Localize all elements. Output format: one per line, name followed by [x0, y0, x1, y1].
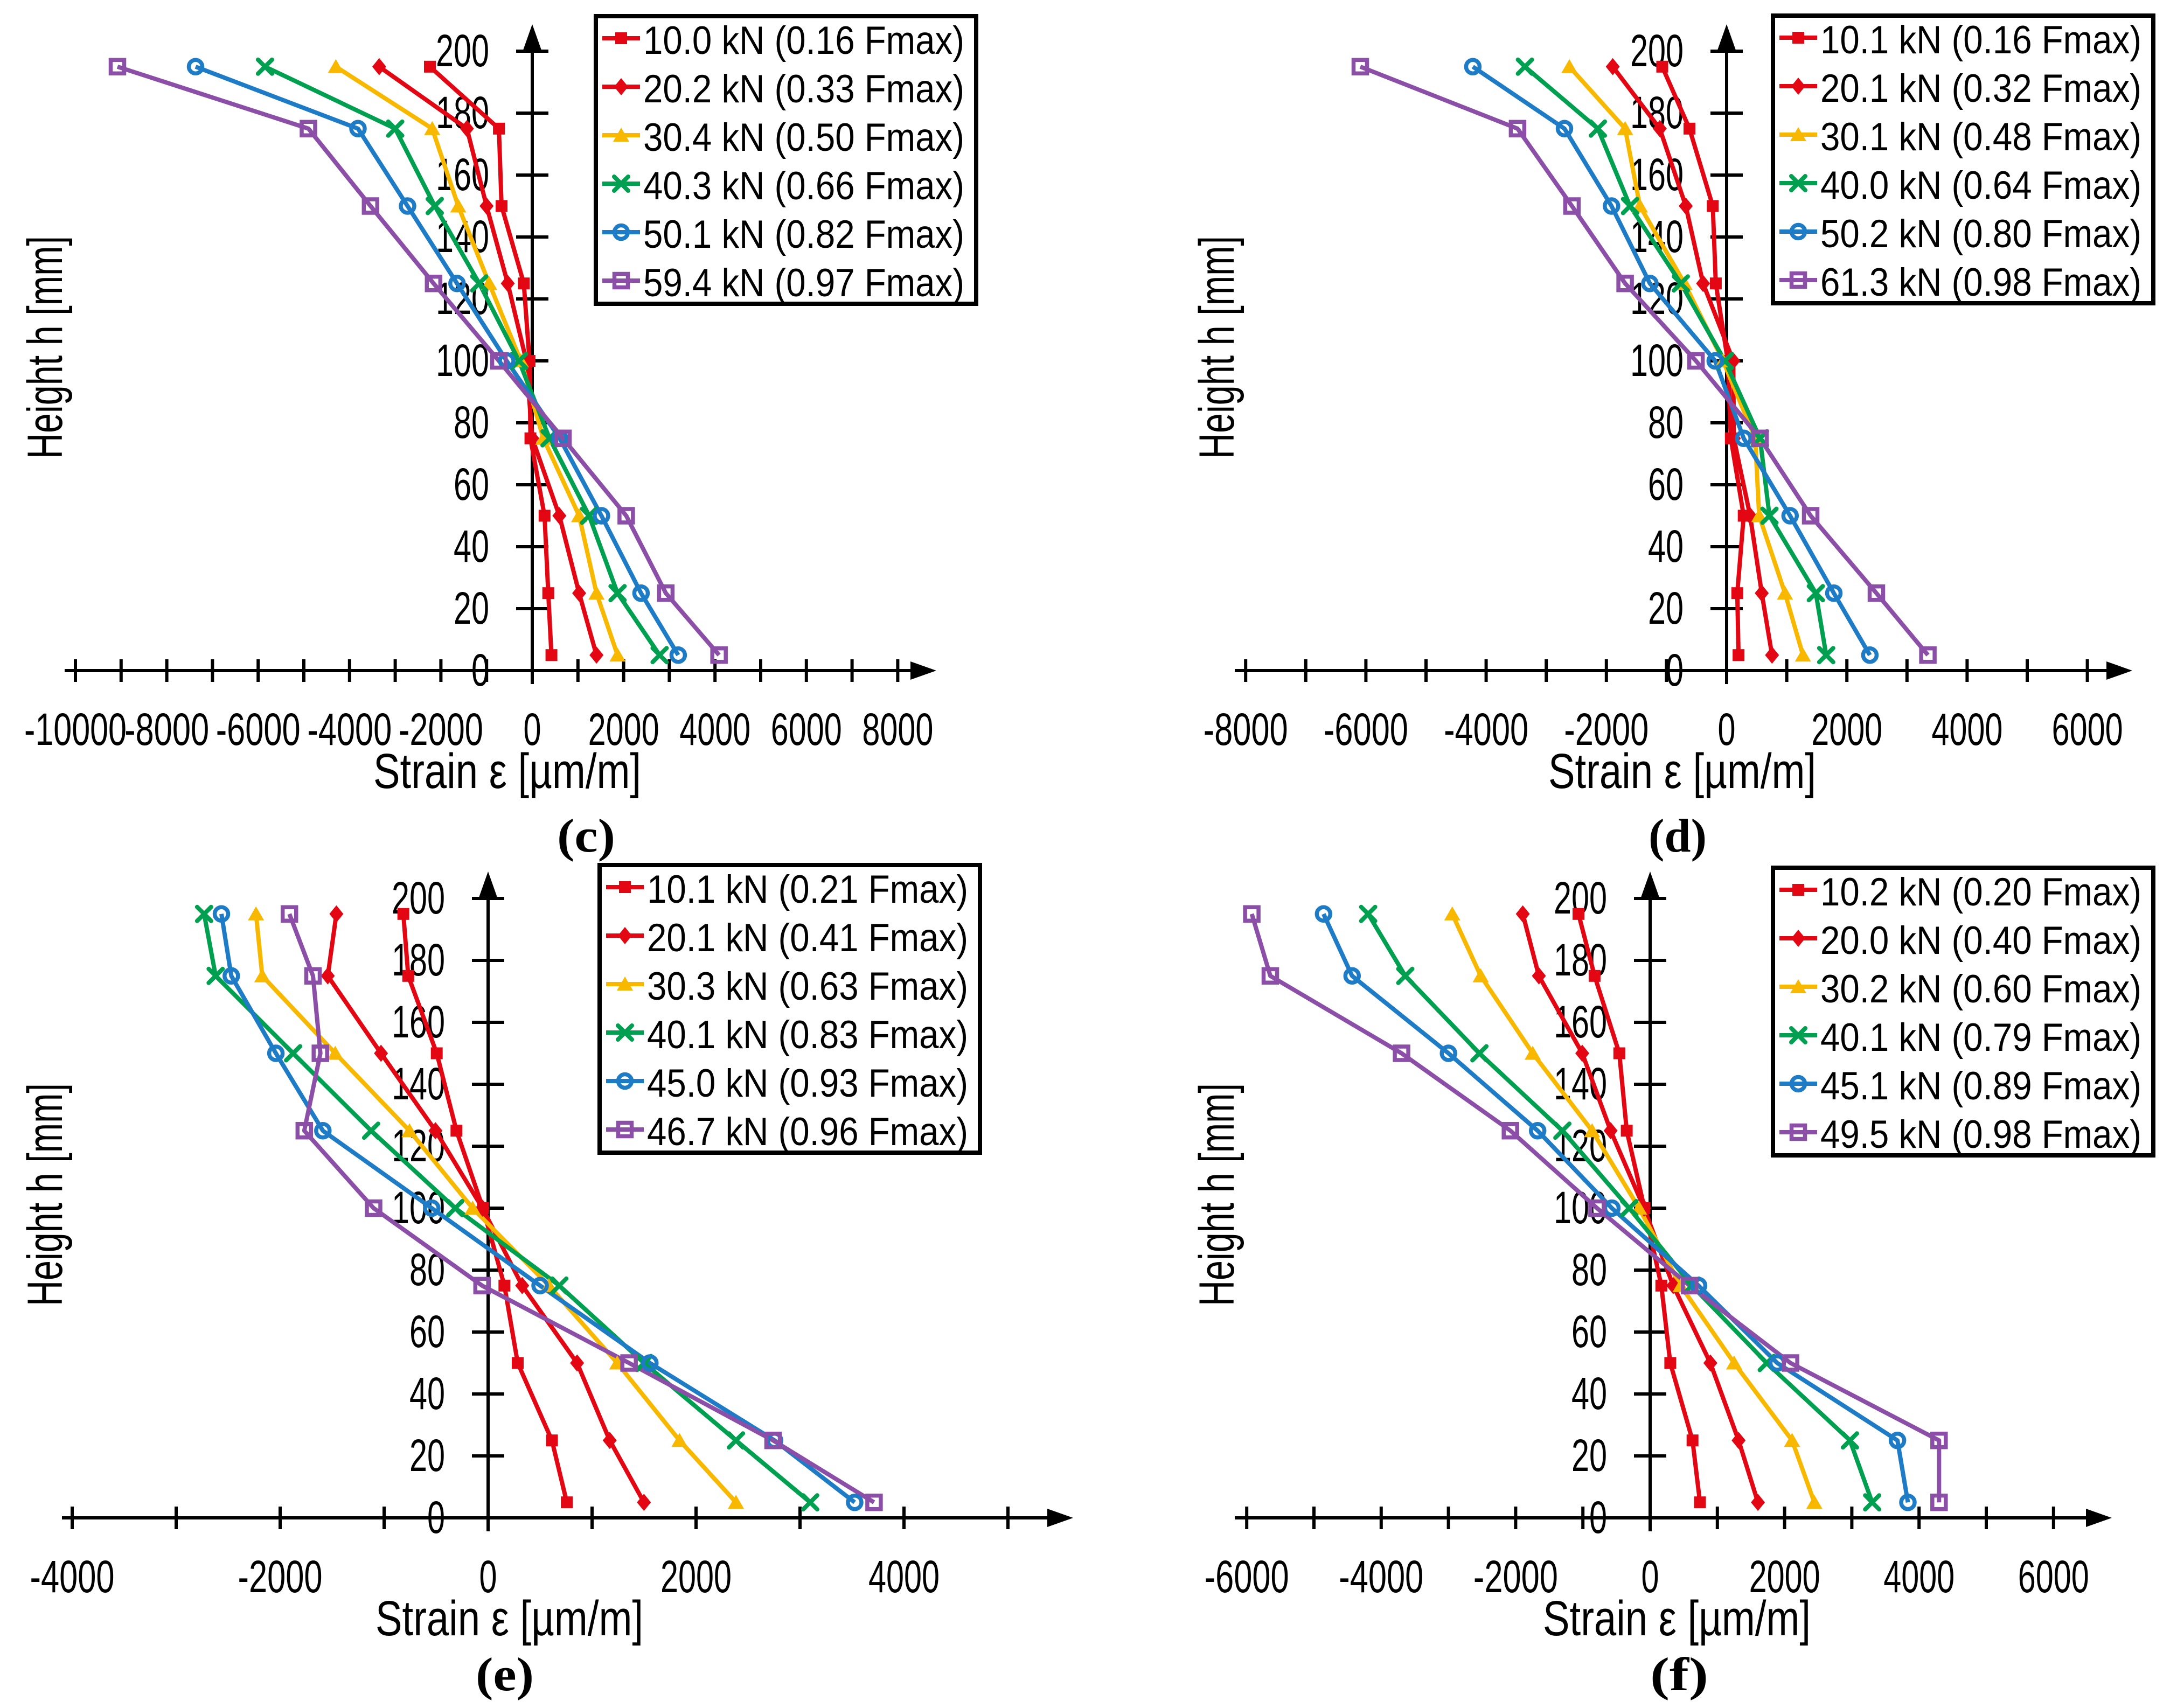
- svg-text:-8000: -8000: [124, 704, 209, 755]
- svg-text:4000: 4000: [1931, 704, 2002, 755]
- svg-text:6000: 6000: [771, 704, 842, 755]
- svg-text:30.3 kN (0.63 Fmax): 30.3 kN (0.63 Fmax): [647, 965, 968, 1008]
- svg-text:10.2 kN (0.20 Fmax): 10.2 kN (0.20 Fmax): [1820, 870, 2141, 914]
- svg-text:80: 80: [1648, 397, 1684, 448]
- svg-text:160: 160: [1554, 996, 1607, 1047]
- svg-text:40: 40: [1571, 1368, 1607, 1419]
- svg-text:50.1 kN (0.82 Fmax): 50.1 kN (0.82 Fmax): [643, 213, 964, 256]
- svg-text:200: 200: [436, 25, 489, 76]
- svg-text:46.7 kN (0.96 Fmax): 46.7 kN (0.96 Fmax): [647, 1110, 968, 1154]
- svg-text:20: 20: [1571, 1430, 1607, 1481]
- svg-text:0: 0: [479, 1551, 497, 1602]
- svg-text:40.1 kN (0.83 Fmax): 40.1 kN (0.83 Fmax): [647, 1013, 968, 1057]
- svg-text:20.1 kN (0.41 Fmax): 20.1 kN (0.41 Fmax): [647, 916, 968, 960]
- svg-text:6000: 6000: [2018, 1551, 2089, 1602]
- svg-text:0: 0: [1718, 704, 1736, 755]
- svg-text:(c): (c): [557, 810, 615, 862]
- svg-text:4000: 4000: [868, 1551, 940, 1602]
- svg-text:-4000: -4000: [30, 1551, 115, 1602]
- svg-text:61.3 kN (0.98 Fmax): 61.3 kN (0.98 Fmax): [1820, 261, 2141, 304]
- svg-text:80: 80: [1571, 1244, 1607, 1295]
- svg-text:20: 20: [454, 583, 489, 633]
- svg-text:40.1 kN (0.79 Fmax): 40.1 kN (0.79 Fmax): [1820, 1016, 2141, 1059]
- svg-text:40: 40: [409, 1368, 445, 1419]
- svg-text:80: 80: [454, 397, 489, 448]
- svg-text:0: 0: [427, 1492, 445, 1543]
- svg-text:40.0 kN (0.64 Fmax): 40.0 kN (0.64 Fmax): [1820, 164, 2141, 207]
- svg-text:20.1 kN (0.32 Fmax): 20.1 kN (0.32 Fmax): [1820, 67, 2141, 110]
- svg-text:2000: 2000: [1749, 1551, 1820, 1602]
- svg-text:-4000: -4000: [307, 704, 392, 755]
- svg-text:20: 20: [409, 1430, 445, 1481]
- svg-text:0: 0: [1642, 1551, 1659, 1602]
- svg-text:4000: 4000: [679, 704, 750, 755]
- svg-text:20.2 kN (0.33 Fmax): 20.2 kN (0.33 Fmax): [643, 67, 964, 111]
- svg-text:Strain ε [µm/m]: Strain ε [µm/m]: [375, 1591, 643, 1646]
- svg-text:40: 40: [454, 521, 489, 571]
- svg-text:2000: 2000: [588, 704, 659, 755]
- svg-text:-2000: -2000: [399, 704, 483, 755]
- svg-text:10.0 kN (0.16 Fmax): 10.0 kN (0.16 Fmax): [643, 19, 964, 62]
- svg-text:-6000: -6000: [1205, 1551, 1289, 1602]
- svg-text:40: 40: [1648, 521, 1684, 571]
- svg-text:2000: 2000: [660, 1551, 732, 1602]
- svg-text:59.4 kN (0.97 Fmax): 59.4 kN (0.97 Fmax): [643, 261, 964, 305]
- svg-text:45.0 kN (0.93 Fmax): 45.0 kN (0.93 Fmax): [647, 1062, 968, 1105]
- svg-text:-2000: -2000: [1473, 1551, 1558, 1602]
- svg-text:30.1 kN (0.48 Fmax): 30.1 kN (0.48 Fmax): [1820, 115, 2141, 159]
- svg-text:10.1 kN (0.16 Fmax): 10.1 kN (0.16 Fmax): [1820, 18, 2141, 62]
- svg-text:Height h [mm]: Height h [mm]: [18, 236, 73, 459]
- svg-text:0: 0: [1666, 645, 1684, 695]
- svg-text:0: 0: [524, 704, 541, 755]
- svg-text:60: 60: [454, 459, 489, 510]
- svg-text:180: 180: [392, 935, 445, 985]
- svg-text:30.2 kN (0.60 Fmax): 30.2 kN (0.60 Fmax): [1820, 967, 2141, 1011]
- svg-text:Strain ε [µm/m]: Strain ε [µm/m]: [1548, 744, 1816, 799]
- svg-text:-6000: -6000: [216, 704, 301, 755]
- svg-text:-2000: -2000: [238, 1551, 323, 1602]
- svg-text:4000: 4000: [1883, 1551, 1955, 1602]
- svg-text:-10000: -10000: [24, 704, 127, 755]
- svg-text:(f): (f): [1650, 1649, 1708, 1701]
- svg-text:(e): (e): [476, 1649, 534, 1701]
- svg-text:-4000: -4000: [1339, 1551, 1423, 1602]
- svg-text:Height h [mm]: Height h [mm]: [18, 1083, 73, 1306]
- svg-text:60: 60: [1648, 459, 1684, 510]
- svg-text:Height h [mm]: Height h [mm]: [1190, 1083, 1244, 1306]
- svg-text:-4000: -4000: [1444, 704, 1528, 755]
- svg-text:Strain ε [µm/m]: Strain ε [µm/m]: [373, 744, 641, 799]
- svg-text:45.1 kN (0.89 Fmax): 45.1 kN (0.89 Fmax): [1820, 1064, 2141, 1108]
- svg-text:60: 60: [409, 1306, 445, 1357]
- svg-text:30.4 kN (0.50 Fmax): 30.4 kN (0.50 Fmax): [643, 116, 964, 159]
- svg-text:80: 80: [409, 1244, 445, 1295]
- svg-text:-8000: -8000: [1204, 704, 1288, 755]
- svg-text:100: 100: [1630, 335, 1684, 386]
- svg-text:20.0 kN (0.40 Fmax): 20.0 kN (0.40 Fmax): [1820, 919, 2141, 963]
- svg-text:Strain ε [µm/m]: Strain ε [µm/m]: [1543, 1591, 1811, 1646]
- svg-text:40.3 kN (0.66 Fmax): 40.3 kN (0.66 Fmax): [643, 164, 964, 208]
- svg-text:2000: 2000: [1811, 704, 1882, 755]
- svg-text:0: 0: [1589, 1492, 1607, 1543]
- svg-text:100: 100: [436, 335, 489, 386]
- svg-text:49.5 kN (0.98 Fmax): 49.5 kN (0.98 Fmax): [1820, 1113, 2141, 1156]
- svg-text:-2000: -2000: [1564, 704, 1649, 755]
- svg-text:140: 140: [392, 1058, 445, 1109]
- svg-text:60: 60: [1571, 1306, 1607, 1357]
- svg-text:-6000: -6000: [1324, 704, 1408, 755]
- svg-text:20: 20: [1648, 583, 1684, 633]
- svg-text:(d): (d): [1649, 810, 1707, 862]
- svg-text:8000: 8000: [862, 704, 933, 755]
- svg-text:6000: 6000: [2052, 704, 2123, 755]
- svg-text:0: 0: [471, 645, 489, 695]
- svg-text:50.2 kN (0.80 Fmax): 50.2 kN (0.80 Fmax): [1820, 212, 2141, 256]
- svg-text:Height h [mm]: Height h [mm]: [1190, 236, 1244, 459]
- svg-text:10.1 kN (0.21 Fmax): 10.1 kN (0.21 Fmax): [647, 868, 968, 911]
